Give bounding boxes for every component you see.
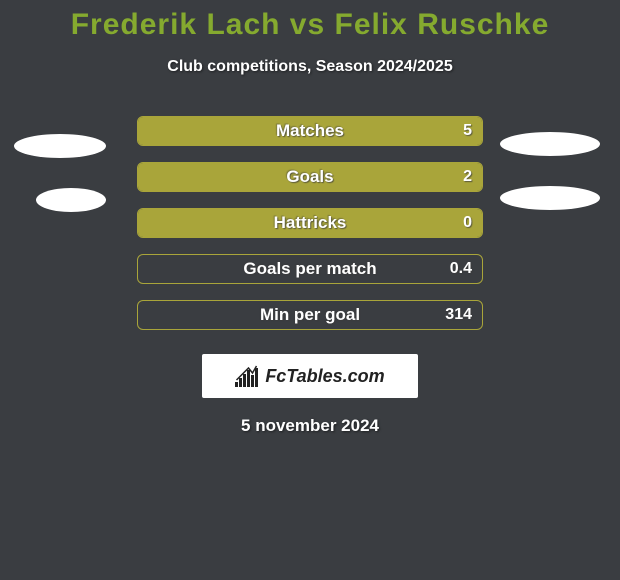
brand-text: FcTables.com: [265, 366, 384, 387]
stat-label: Min per goal: [138, 301, 482, 329]
date-text: 5 november 2024: [0, 416, 620, 436]
stat-bar: Min per goal314: [137, 300, 483, 330]
stat-bar: Hattricks0: [137, 208, 483, 238]
page-title: Frederik Lach vs Felix Ruschke: [0, 8, 620, 42]
player-marker-right: [500, 186, 600, 210]
stat-bar: Goals2: [137, 162, 483, 192]
stat-value: 0.4: [450, 255, 472, 283]
player-marker-left: [14, 134, 106, 158]
comparison-card: Frederik Lach vs Felix Ruschke Club comp…: [0, 8, 620, 436]
brand-bars-icon: [235, 365, 261, 387]
stat-bar: Goals per match0.4: [137, 254, 483, 284]
player-marker-right: [500, 132, 600, 156]
brand-logo-box[interactable]: FcTables.com: [202, 354, 418, 398]
page-subtitle: Club competitions, Season 2024/2025: [0, 58, 620, 76]
stat-bar-fill: [138, 117, 482, 145]
stat-row: Goals per match0.4: [0, 246, 620, 292]
stat-bar-fill: [138, 209, 482, 237]
player-marker-left: [36, 188, 106, 212]
stat-bar: Matches5: [137, 116, 483, 146]
stat-label: Goals per match: [138, 255, 482, 283]
stat-value: 314: [445, 301, 472, 329]
stat-row: Min per goal314: [0, 292, 620, 338]
stat-bar-fill: [138, 163, 482, 191]
